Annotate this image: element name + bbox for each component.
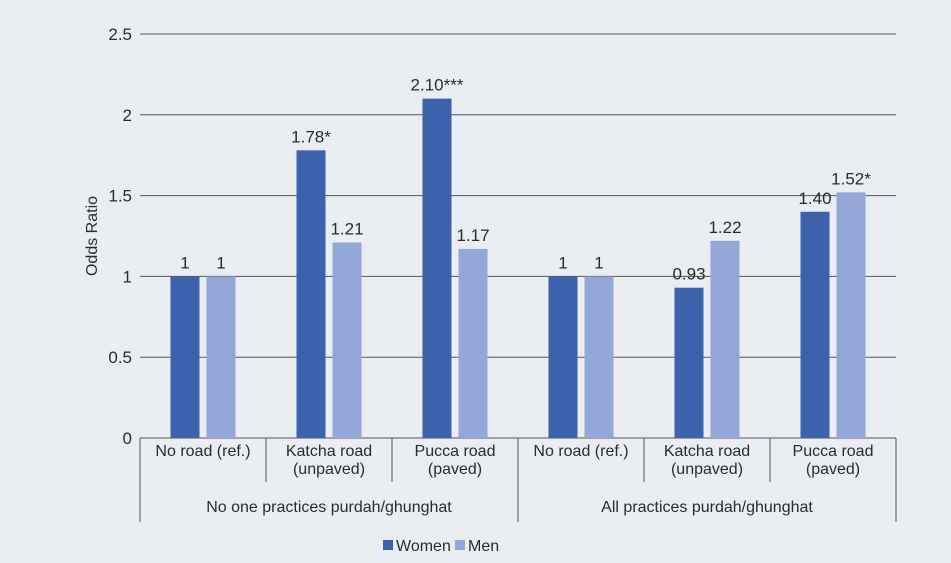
bar-women xyxy=(674,287,704,438)
category-label: No road (ref.) xyxy=(155,443,250,460)
y-tick-label: 0 xyxy=(123,429,132,448)
y-tick-label: 0.5 xyxy=(108,348,132,367)
category-label: No road (ref.) xyxy=(533,443,628,460)
legend-label-women: Women xyxy=(396,538,451,555)
data-label-women: 1.78* xyxy=(291,127,331,146)
data-label-women: 1 xyxy=(558,253,567,272)
y-tick-label: 1.5 xyxy=(108,187,132,206)
bar-men xyxy=(836,192,866,438)
legend-label-men: Men xyxy=(468,538,499,555)
bar-women xyxy=(296,150,326,439)
bar-women xyxy=(548,276,578,438)
data-label-women: 2.10*** xyxy=(411,76,464,95)
group-label: All practices purdah/ghunghat xyxy=(601,499,813,516)
legend-swatch-men xyxy=(455,540,465,550)
group-label: No one practices purdah/ghunghat xyxy=(206,499,452,516)
group-labels: No one practices purdah/ghunghat All prac… xyxy=(206,499,813,516)
data-label-men: 1 xyxy=(594,253,603,272)
category-labels: No road (ref.) Katcha road(unpaved)Pucca … xyxy=(155,443,873,478)
bar-women xyxy=(800,211,830,438)
data-label-women: 0.93 xyxy=(672,265,705,284)
category-label: Katcha road xyxy=(664,443,750,460)
bars xyxy=(170,98,866,439)
data-label-men: 1.21 xyxy=(330,219,363,238)
data-label-men: 1.52* xyxy=(831,169,871,188)
y-axis-title: Odds Ratio xyxy=(84,196,101,276)
data-label-men: 1 xyxy=(216,253,225,272)
data-labels: 1 1 1.78* 1.21 2.10*** 1.17 1 1 0.93 1.22 1.401.52… xyxy=(180,76,871,284)
bar-men xyxy=(332,242,362,438)
legend-swatch-women xyxy=(383,540,393,550)
data-label-women: 1 xyxy=(180,253,189,272)
bar-men xyxy=(710,240,740,438)
y-tick-label: 1 xyxy=(123,267,132,286)
bar-women xyxy=(422,98,452,438)
data-label-men: 1.17 xyxy=(456,226,489,245)
y-tick-label: 2.5 xyxy=(108,25,132,44)
category-label: (unpaved) xyxy=(671,461,743,478)
category-label: Pucca road xyxy=(415,443,496,460)
category-label: (paved) xyxy=(428,461,482,478)
category-label: Pucca road xyxy=(793,443,874,460)
legend: Women Men xyxy=(383,538,499,555)
bar-women xyxy=(170,276,200,438)
data-label-women: 1.40 xyxy=(798,189,831,208)
data-label-men: 1.22 xyxy=(708,218,741,237)
grid-lines xyxy=(139,33,897,522)
category-label: Katcha road xyxy=(286,443,372,460)
bar-men xyxy=(458,248,488,438)
y-tick-label: 2 xyxy=(123,106,132,125)
y-tick-labels: 0 0.5 1 1.5 2 2.5 xyxy=(108,25,132,448)
category-label: (paved) xyxy=(806,461,860,478)
category-label: (unpaved) xyxy=(293,461,365,478)
bar-men xyxy=(584,276,614,438)
bar-men xyxy=(206,276,236,438)
